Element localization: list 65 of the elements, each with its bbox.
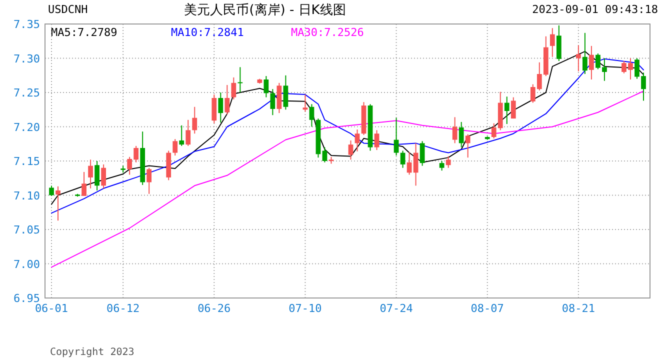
- candlestick: [192, 106, 198, 134]
- candlestick: [420, 140, 425, 166]
- candlestick: [510, 96, 516, 120]
- x-tick-label: 08-21: [562, 302, 596, 315]
- candlestick: [400, 150, 406, 168]
- candlestick: [224, 84, 230, 115]
- candlestick: [374, 130, 380, 151]
- candlestick: [179, 124, 184, 146]
- x-tick-label: 07-10: [288, 302, 322, 315]
- candlestick: [264, 76, 269, 98]
- candlestick: [556, 24, 562, 62]
- x-tick-label: 06-12: [106, 302, 140, 315]
- chart-title: 美元人民币(离岸) - 日K线图: [184, 2, 346, 18]
- candlestick: [504, 96, 510, 125]
- candlestick: [146, 167, 152, 194]
- candlestick: [465, 134, 470, 158]
- candlestick: [270, 88, 276, 116]
- y-tick-label: 7.05: [14, 224, 40, 236]
- candlestick: [406, 152, 412, 176]
- x-tick-label: 07-24: [380, 302, 414, 315]
- x-tick-label: 08-07: [470, 302, 504, 315]
- candlestick: [94, 160, 100, 191]
- candlestick: [394, 117, 399, 156]
- candlestick: [458, 121, 464, 148]
- candlestick: [49, 185, 54, 196]
- candlestick: [354, 128, 360, 152]
- candlestick: [88, 159, 93, 189]
- candlestick: [452, 116, 458, 144]
- y-tick-label: 7.10: [14, 189, 40, 202]
- candlestick: [231, 76, 236, 100]
- candlestick: [582, 32, 588, 75]
- candlestick: [309, 104, 314, 128]
- candlestick: [101, 164, 106, 189]
- line-series: [51, 90, 644, 268]
- candlestick: [238, 66, 243, 93]
- candlestick: [550, 28, 555, 58]
- candlestick: [283, 74, 288, 110]
- y-tick-label: 7.15: [14, 155, 40, 168]
- x-tick-label: 06-26: [198, 302, 231, 315]
- candlestick: [186, 119, 191, 146]
- y-tick-label: 7.30: [14, 52, 40, 66]
- candlestick: [589, 45, 594, 80]
- candlestick: [56, 186, 60, 222]
- candlestick: [218, 92, 224, 124]
- y-tick-label: 7.00: [14, 258, 40, 271]
- candlestick: [172, 138, 178, 156]
- candlestick: [348, 140, 354, 160]
- y-tick-label: 6.95: [14, 292, 40, 305]
- candlestick: [322, 146, 328, 163]
- text: USDCNH: [48, 3, 88, 16]
- candlestick: [439, 160, 444, 172]
- candlestick: [212, 94, 217, 124]
- x-tick-label: 06-01: [34, 302, 68, 315]
- candlestick: [82, 171, 86, 196]
- legend: MA5:7.2789 MA10:7.2841 MA30:7.2526: [51, 26, 364, 39]
- candlestick: [413, 142, 418, 186]
- candlestick: [302, 94, 308, 112]
- text: 2023-09-01 09:43:18: [532, 3, 658, 16]
- text: Copyright 2023: [50, 347, 134, 358]
- candlestick: [276, 82, 282, 114]
- y-tick-label: 7.20: [14, 120, 40, 134]
- candlestick: [576, 44, 581, 72]
- y-tick-label: 7.25: [14, 86, 40, 100]
- candlestick: [446, 156, 451, 168]
- y-tick-label: 7.35: [14, 18, 40, 31]
